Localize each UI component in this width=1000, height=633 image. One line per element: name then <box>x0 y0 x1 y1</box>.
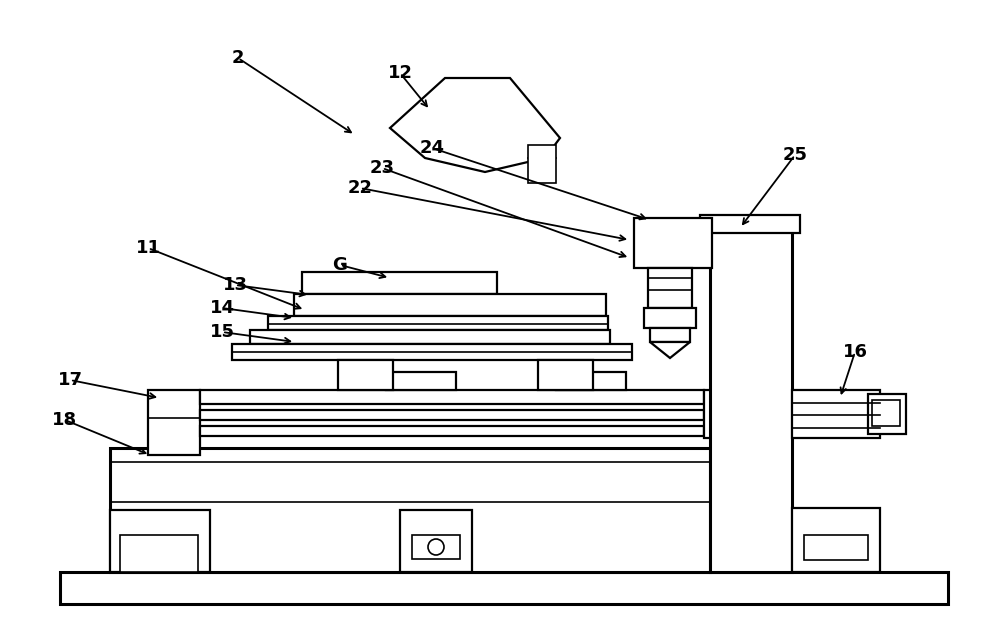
Bar <box>644 308 696 328</box>
Text: 18: 18 <box>52 411 78 429</box>
Bar <box>268 316 608 330</box>
Bar <box>110 448 710 572</box>
Text: 23: 23 <box>370 159 394 177</box>
Bar <box>200 390 704 404</box>
Text: G: G <box>333 256 347 274</box>
Bar <box>400 510 472 572</box>
Bar <box>650 328 690 342</box>
Text: 22: 22 <box>348 179 372 197</box>
Bar <box>302 272 497 294</box>
Polygon shape <box>650 342 690 358</box>
Bar <box>338 360 393 390</box>
Bar <box>538 360 593 390</box>
Text: 17: 17 <box>58 371 82 389</box>
Bar <box>386 372 456 390</box>
Bar <box>60 572 948 604</box>
Bar <box>232 344 632 360</box>
Bar <box>792 508 880 572</box>
Bar <box>528 145 556 183</box>
Bar <box>704 390 754 438</box>
Bar <box>412 535 460 559</box>
Bar <box>120 535 198 572</box>
Bar <box>648 268 692 308</box>
Bar <box>700 215 800 233</box>
Circle shape <box>428 539 444 555</box>
Bar <box>200 410 704 420</box>
Bar <box>556 372 626 390</box>
Polygon shape <box>390 78 560 172</box>
Bar <box>200 426 704 436</box>
Text: 2: 2 <box>232 49 244 67</box>
Bar <box>804 535 868 560</box>
Bar <box>792 390 880 438</box>
Text: 25: 25 <box>782 146 808 164</box>
Bar <box>872 400 900 426</box>
Text: 12: 12 <box>388 64 413 82</box>
Text: 11: 11 <box>136 239 160 257</box>
Bar <box>110 510 210 572</box>
Text: 15: 15 <box>210 323 234 341</box>
Bar <box>250 330 610 344</box>
Text: 16: 16 <box>842 343 868 361</box>
Bar <box>868 394 906 434</box>
Text: 14: 14 <box>210 299 234 317</box>
Bar <box>710 220 792 572</box>
Bar <box>634 218 712 268</box>
Text: 24: 24 <box>420 139 444 157</box>
Bar <box>148 390 200 455</box>
Text: 13: 13 <box>222 276 248 294</box>
Bar <box>294 294 606 316</box>
